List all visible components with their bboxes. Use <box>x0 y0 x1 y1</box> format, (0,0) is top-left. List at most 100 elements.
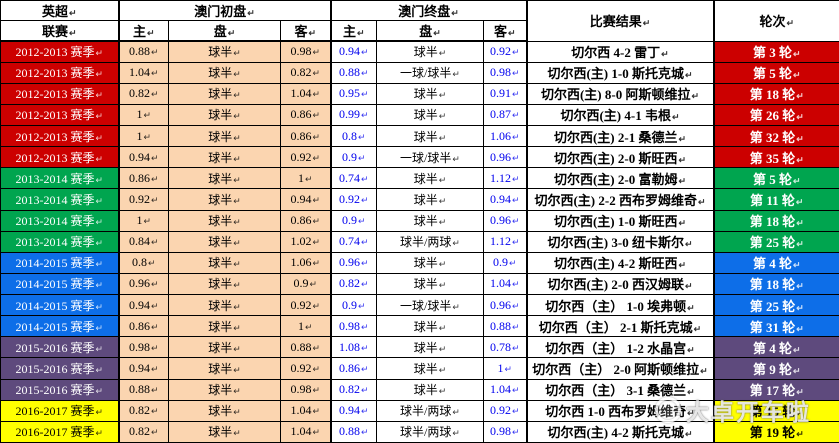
cell-mark: ↵ <box>796 239 804 250</box>
cell-mark: ↵ <box>642 18 651 29</box>
cell-mark: ↵ <box>360 89 369 100</box>
close-away-odds: 0.87↵ <box>483 103 527 127</box>
cell-mark: ↵ <box>687 344 695 355</box>
close-handicap: 球半/两球↵ <box>376 399 484 422</box>
cell-mark: ↵ <box>511 216 520 227</box>
round-cell: 第 11 轮↵ <box>712 188 839 211</box>
header-open-away: 客↵ <box>280 20 331 42</box>
cell-mark: ↵ <box>691 91 700 102</box>
open-home-odds: 0.86↵ <box>117 315 169 338</box>
close-handicap: 球半↵ <box>376 315 484 338</box>
round-cell: 第 25 轮↵ <box>712 293 839 317</box>
season-cell: 2012-2013 赛季↵ <box>0 103 119 127</box>
season-cell: 2015-2016 赛季↵ <box>0 378 119 401</box>
close-away-odds: 0.98↵ <box>483 420 527 443</box>
cell-mark: ↵ <box>360 406 369 417</box>
cell-mark: ↵ <box>511 68 520 79</box>
open-handicap: 球半↵ <box>168 188 281 211</box>
cell-mark: ↵ <box>95 364 104 375</box>
cell-mark: ↵ <box>247 8 255 18</box>
open-home-odds: 0.88↵ <box>117 40 169 63</box>
open-handicap: 球半↵ <box>168 378 281 401</box>
close-away-odds: 0.92↵ <box>483 399 527 422</box>
cell-mark: ↵ <box>233 132 241 143</box>
cell-mark: ↵ <box>511 194 520 205</box>
table-row: 2014-2015 赛季↵ 0.96↵ 球半↵ 0.9↵ 0.82↵ 球半↵ 1.04↵ 切尔… <box>0 272 839 296</box>
close-home-odds: 0.99↵ <box>329 103 377 127</box>
cell-mark: ↵ <box>451 8 459 18</box>
match-result: 切尔西(主) 4-2 斯旺西↵ <box>525 251 714 274</box>
open-home-odds: 0.86↵ <box>117 167 169 190</box>
match-result: 切尔西(主) 2-0 富勒姆↵ <box>525 167 714 190</box>
cell-mark: ↵ <box>233 428 241 439</box>
close-home-odds: 0.9↵ <box>329 146 377 169</box>
close-home-odds: 0.94↵ <box>329 40 377 63</box>
match-result: 切尔西(主) 4-2 斯托克城↵ <box>525 420 714 443</box>
match-result: 切尔西（主） 2-1 斯托克城↵ <box>525 315 714 338</box>
cell-mark: ↵ <box>143 216 152 227</box>
cell-mark: ↵ <box>95 174 104 185</box>
close-handicap: 一球/球半↵ <box>376 61 484 84</box>
open-handicap: 球半↵ <box>168 230 281 253</box>
cell-mark: ↵ <box>233 259 241 270</box>
cell-mark: ↵ <box>150 385 159 396</box>
close-home-odds: 0.86↵ <box>329 357 377 380</box>
close-home-odds: 0.9↵ <box>329 293 377 317</box>
season-cell: 2016-2017 赛季↵ <box>0 399 119 422</box>
cell-mark: ↵ <box>95 217 104 228</box>
table-row: 2012-2013 赛季↵ 0.94↵ 球半↵ 0.92↵ 0.9↵ 一球/球半↵ 0.96… <box>0 146 839 169</box>
open-away-odds: 1.04↵ <box>280 399 331 422</box>
cell-mark: ↵ <box>233 343 241 354</box>
cell-mark: ↵ <box>147 258 156 269</box>
close-handicap: 球半↵ <box>376 167 484 190</box>
season-cell: 2013-2014 赛季↵ <box>0 167 119 190</box>
cell-mark: ↵ <box>233 174 241 185</box>
cell-mark: ↵ <box>360 237 369 248</box>
cell-mark: ↵ <box>150 68 159 79</box>
cell-mark: ↵ <box>687 302 695 313</box>
open-handicap: 球半↵ <box>168 167 281 190</box>
round-cell: 第 15 轮↵ <box>712 399 839 422</box>
cell-mark: ↵ <box>684 429 693 440</box>
close-handicap: 球半↵ <box>376 336 484 359</box>
table-row: 2014-2015 赛季↵ 0.8↵ 球半↵ 1.06↵ 0.96↵ 球半↵ 0.9↵ 切尔西… <box>0 251 839 274</box>
cell-mark: ↵ <box>95 428 104 439</box>
cell-mark: ↵ <box>511 342 520 353</box>
table-row: 2016-2017 赛季↵ 0.82↵ 球半↵ 1.04↵ 0.88↵ 球半/两球↵ 0.9… <box>0 420 839 443</box>
season-cell: 2014-2015 赛季↵ <box>0 293 119 317</box>
season-cell: 2013-2014 赛季↵ <box>0 188 119 211</box>
cell-mark: ↵ <box>312 363 321 374</box>
cell-mark: ↵ <box>360 47 369 58</box>
cell-mark: ↵ <box>150 152 159 163</box>
cell-mark: ↵ <box>452 238 460 249</box>
open-home-odds: 0.82↵ <box>117 420 169 443</box>
cell-mark: ↵ <box>511 89 520 100</box>
cell-mark: ↵ <box>796 218 804 229</box>
table-row: 2014-2015 赛季↵ 0.94↵ 球半↵ 0.92↵ 0.9↵ 一球/球半↵ 0.96… <box>0 293 839 317</box>
round-cell: 第 18 轮↵ <box>712 209 839 232</box>
cell-mark: ↵ <box>700 365 708 376</box>
close-away-odds: 0.96↵ <box>483 146 527 169</box>
header-league-top: 英超↵ <box>0 0 119 21</box>
match-result: 切尔西（主） 1-0 埃弗顿↵ <box>525 293 714 317</box>
close-away-odds: 1.12↵ <box>483 167 527 190</box>
open-home-odds: 0.94↵ <box>117 146 169 169</box>
open-handicap: 球半↵ <box>168 40 281 63</box>
table-row: 2012-2013 赛季↵ 1↵ 球半↵ 0.86↵ 0.99↵ 球半↵ 0.87↵ 切尔西(… <box>0 103 839 127</box>
header-row-1: 英超↵ 澳门初盘↵ 澳门终盘↵ 比赛结果↵ 轮次↵ <box>0 0 839 42</box>
open-handicap: 球半↵ <box>168 336 281 359</box>
table-row: 2015-2016 赛季↵ 0.88↵ 球半↵ 0.98↵ 0.82↵ 球半↵ 1.04↵ 切… <box>0 378 839 401</box>
close-handicap: 球半↵ <box>376 40 484 63</box>
cell-mark: ↵ <box>357 300 366 311</box>
cell-mark: ↵ <box>95 259 104 270</box>
header-league-bottom: 联赛↵ <box>0 20 119 42</box>
cell-mark: ↵ <box>312 47 321 58</box>
cell-mark: ↵ <box>511 300 520 311</box>
season-cell: 2012-2013 赛季↵ <box>0 61 119 84</box>
round-cell: 第 4 轮↵ <box>712 336 839 359</box>
cell-mark: ↵ <box>95 90 104 101</box>
open-away-odds: 0.92↵ <box>280 293 331 317</box>
close-home-odds: 0.82↵ <box>329 272 377 296</box>
open-away-odds: 0.94↵ <box>280 188 331 211</box>
season-cell: 2012-2013 赛季↵ <box>0 82 119 105</box>
